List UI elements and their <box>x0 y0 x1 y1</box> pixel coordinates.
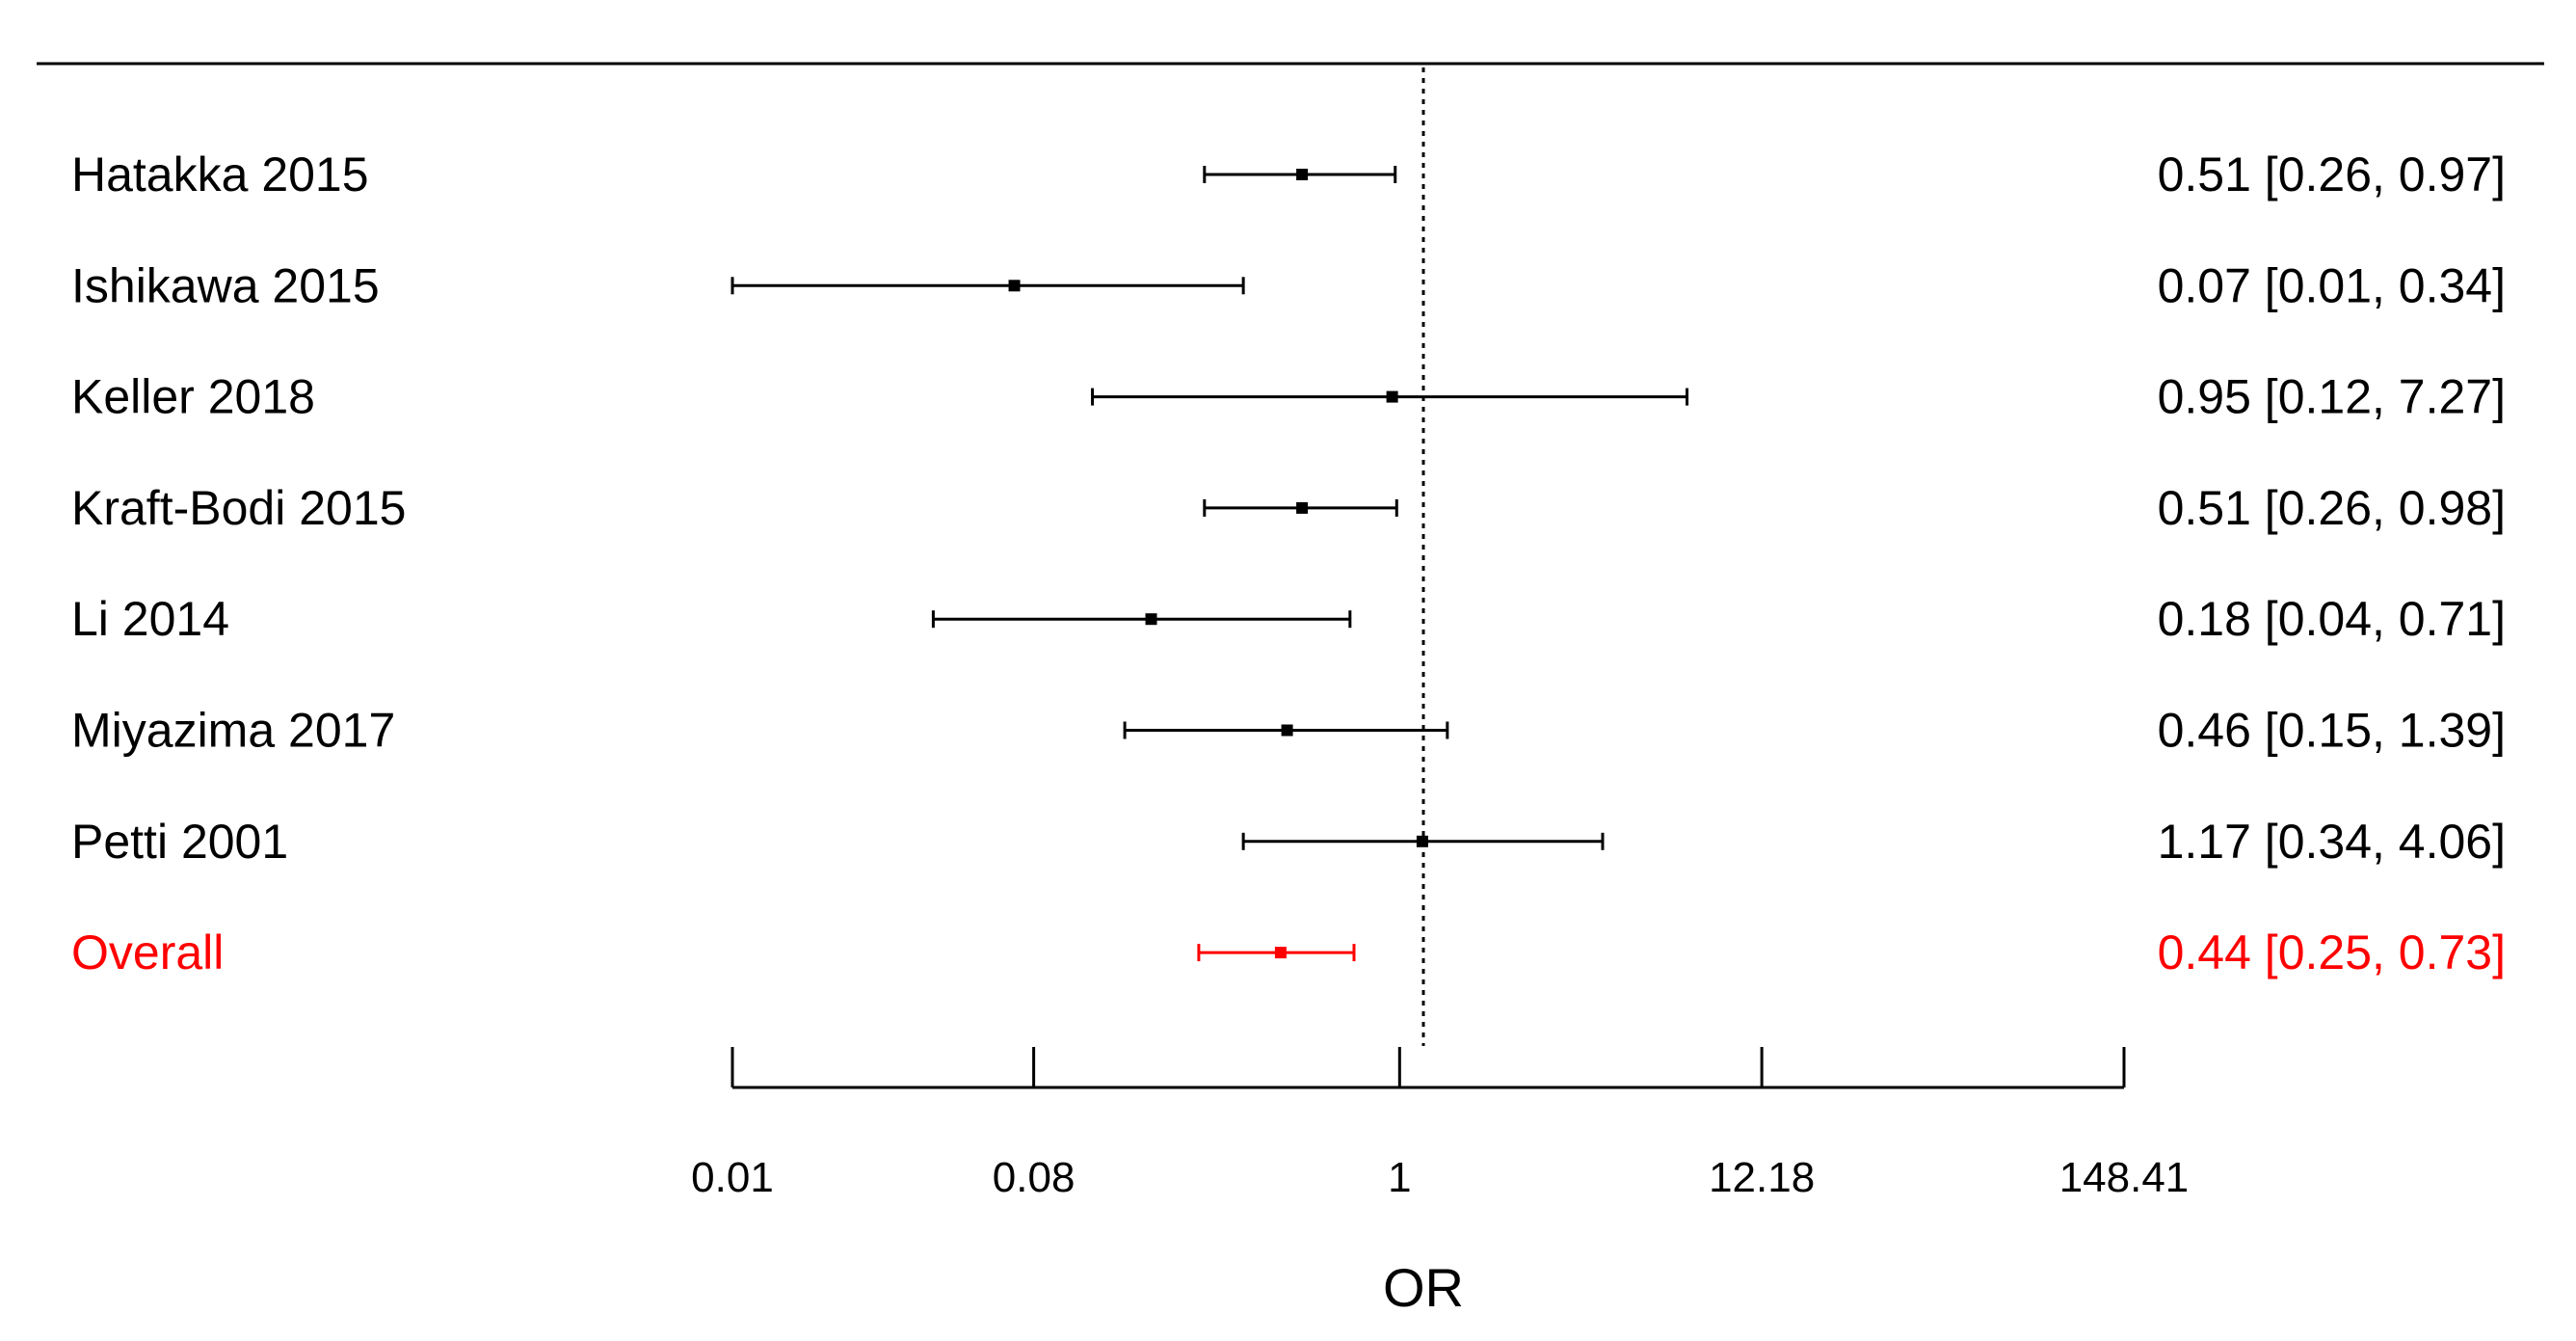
study-label: Hatakka 2015 <box>71 148 369 201</box>
x-tick-label: 0.01 <box>691 1154 774 1201</box>
estimate-text: 1.17 [0.34, 4.06] <box>2158 815 2506 869</box>
x-tick-label: 12.18 <box>1709 1154 1815 1201</box>
study-row: Petti 2001 1.17 [0.34, 4.06] <box>71 815 2506 869</box>
overall-row: Overall 0.44 [0.25, 0.73] <box>71 925 2506 979</box>
point-estimate-marker <box>1274 947 1287 959</box>
point-estimate-marker <box>1281 724 1293 737</box>
study-row: Miyazima 2017 0.46 [0.15, 1.39] <box>71 704 2506 758</box>
point-estimate-marker <box>1386 390 1398 403</box>
x-tick-label: 1 <box>1388 1154 1411 1201</box>
study-row: Hatakka 2015 0.51 [0.26, 0.97] <box>71 148 2506 201</box>
estimate-text: 0.95 [0.12, 7.27] <box>2158 370 2506 424</box>
estimate-text: 0.07 [0.01, 0.34] <box>2158 258 2506 312</box>
study-label: Kraft-Bodi 2015 <box>71 481 406 535</box>
point-estimate-marker <box>1008 280 1021 292</box>
study-label: Petti 2001 <box>71 815 288 869</box>
study-label: Miyazima 2017 <box>71 704 395 758</box>
study-label: Li 2014 <box>71 592 229 646</box>
study-label: Keller 2018 <box>71 370 315 424</box>
study-row: Keller 2018 0.95 [0.12, 7.27] <box>71 370 2506 424</box>
study-label: Ishikawa 2015 <box>71 258 380 312</box>
estimate-text: 0.46 [0.15, 1.39] <box>2158 704 2506 758</box>
x-tick-label: 0.08 <box>993 1154 1076 1201</box>
x-axis: 0.01 0.08 1 12.18 148.41 <box>691 1047 2189 1201</box>
point-estimate-marker <box>1296 501 1309 514</box>
study-rows: Hatakka 2015 0.51 [0.26, 0.97] Ishikawa 20… <box>71 148 2506 979</box>
overall-label: Overall <box>71 925 224 979</box>
point-estimate-marker <box>1145 613 1157 626</box>
estimate-text: 0.51 [0.26, 0.97] <box>2158 148 2506 201</box>
point-estimate-marker <box>1296 169 1309 180</box>
estimate-text: 0.18 [0.04, 0.71] <box>2158 592 2506 646</box>
point-estimate-marker <box>1416 835 1428 847</box>
x-tick-label: 148.41 <box>2059 1154 2190 1201</box>
estimate-text: 0.51 [0.26, 0.98] <box>2158 481 2506 535</box>
study-row: Ishikawa 2015 0.07 [0.01, 0.34] <box>71 258 2506 312</box>
study-row: Kraft-Bodi 2015 0.51 [0.26, 0.98] <box>71 481 2506 535</box>
overall-estimate-text: 0.44 [0.25, 0.73] <box>2158 925 2506 979</box>
x-axis-title: OR <box>1383 1257 1464 1318</box>
study-row: Li 2014 0.18 [0.04, 0.71] <box>71 592 2506 646</box>
